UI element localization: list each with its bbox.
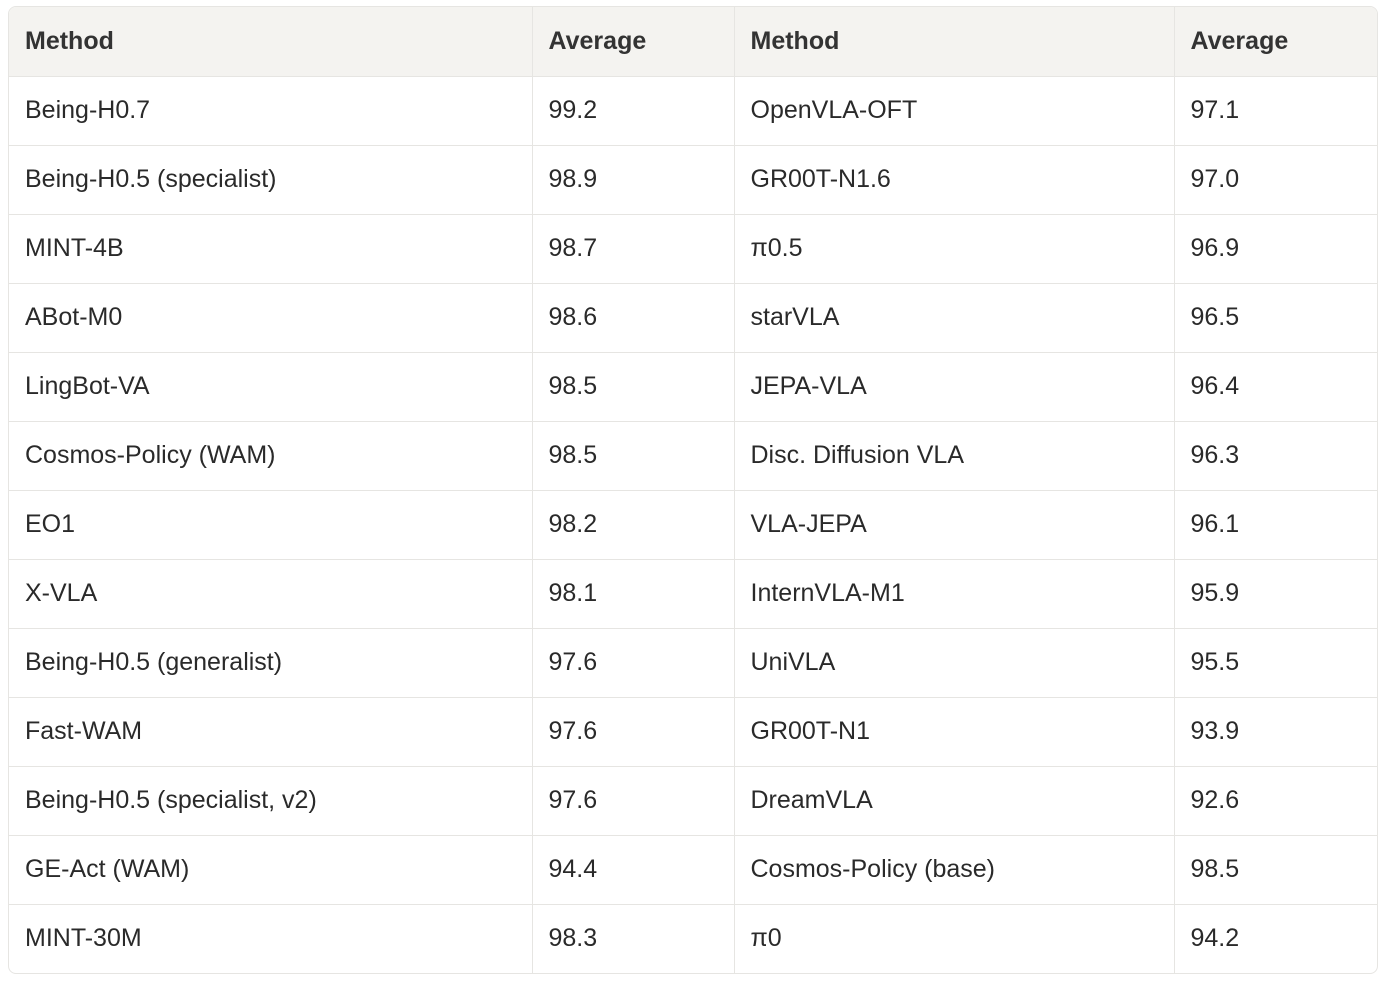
average-cell: 96.3 bbox=[1174, 421, 1377, 491]
average-cell: 94.2 bbox=[1190, 924, 1240, 953]
method-cell: OpenVLA-OFT bbox=[734, 76, 1175, 146]
table-row: Being-H0.5 (generalist) 97.6 UniVLA 95.5 bbox=[9, 628, 1377, 698]
average-cell: 98.5 bbox=[1174, 835, 1377, 905]
table-row: ABot-M0 98.6 starVLA 96.5 bbox=[9, 283, 1377, 353]
table-row: Fast-WAM 97.6 GR00T-N1 93.9 bbox=[9, 697, 1377, 767]
method-cell: EO1 bbox=[9, 490, 533, 560]
table-row: MINT-30M 98.3 π0 94.2 bbox=[9, 904, 1377, 973]
column-header: Method bbox=[9, 7, 533, 77]
method-cell: GR00T-N1.6 bbox=[734, 145, 1175, 215]
average-cell: 97.0 bbox=[1174, 145, 1377, 215]
method-cell: MINT-4B bbox=[9, 214, 533, 284]
method-cell: Disc. Diffusion VLA bbox=[734, 421, 1175, 491]
average-cell: 96.1 bbox=[1174, 490, 1377, 560]
average-cell: 98.9 bbox=[532, 145, 735, 215]
table-row: Being-H0.5 (specialist, v2) 97.6 DreamVLA 9… bbox=[9, 766, 1377, 836]
method-cell: π0.5 bbox=[734, 214, 1175, 284]
average-cell: 96.9 bbox=[1174, 214, 1377, 284]
average-cell: 98.5 bbox=[532, 421, 735, 491]
average-cell: 95.9 bbox=[1174, 559, 1377, 629]
table-row: MINT-4B 98.7 π0.5 96.9 bbox=[9, 214, 1377, 284]
average-cell: 94.4 bbox=[532, 835, 735, 905]
method-cell: Being-H0.5 (specialist, v2) bbox=[9, 766, 533, 836]
column-header: Method bbox=[734, 7, 1175, 77]
column-header: Average bbox=[532, 7, 735, 77]
results-table: Method Average Method Average Being-H0.7 99.… bbox=[9, 7, 1377, 973]
column-header: Average bbox=[1174, 7, 1377, 77]
table-row: Being-H0.7 99.2 OpenVLA-OFT 97.1 bbox=[9, 76, 1377, 146]
average-cell: 93.9 bbox=[1174, 697, 1377, 767]
average-cell: 96.4 bbox=[1174, 352, 1377, 422]
table-row: EO1 98.2 VLA-JEPA 96.1 bbox=[9, 490, 1377, 560]
method-cell: Being-H0.5 (specialist) bbox=[9, 145, 533, 215]
average-cell: 98.1 bbox=[532, 559, 735, 629]
header-row: Method Average Method Average bbox=[9, 7, 1377, 77]
average-cell: 98.3 bbox=[532, 904, 735, 973]
method-cell: starVLA bbox=[734, 283, 1175, 353]
method-cell: LingBot-VA bbox=[9, 352, 533, 422]
average-cell: 92.6 bbox=[1174, 766, 1377, 836]
table-body: Being-H0.7 99.2 OpenVLA-OFT 97.1 Being-H0.5 … bbox=[9, 76, 1377, 973]
method-cell: X-VLA bbox=[9, 559, 533, 629]
table-row: Being-H0.5 (specialist) 98.9 GR00T-N1.6 97.… bbox=[9, 145, 1377, 215]
method-cell: JEPA-VLA bbox=[734, 352, 1175, 422]
method-cell: π0 bbox=[734, 904, 1175, 973]
average-cell: 97.1 bbox=[1174, 76, 1377, 146]
average-cell: 98.7 bbox=[532, 214, 735, 284]
average-cell: 99.2 bbox=[532, 76, 735, 146]
method-cell: ABot-M0 bbox=[9, 283, 533, 353]
method-cell: DreamVLA bbox=[734, 766, 1175, 836]
method-cell: VLA-JEPA bbox=[734, 490, 1175, 560]
average-cell: 98.2 bbox=[532, 490, 735, 560]
average-cell: 97.6 bbox=[532, 766, 735, 836]
table-row: GE-Act (WAM) 94.4 Cosmos-Policy (base) 98.5 bbox=[9, 835, 1377, 905]
method-cell: Fast-WAM bbox=[9, 697, 533, 767]
average-cell: 97.6 bbox=[532, 697, 735, 767]
average-cell: 96.5 bbox=[1174, 283, 1377, 353]
average-cell: 98.6 bbox=[532, 283, 735, 353]
table-row: LingBot-VA 98.5 JEPA-VLA 96.4 bbox=[9, 352, 1377, 422]
table-row: Cosmos-Policy (WAM) 98.5 Disc. Diffusion V… bbox=[9, 421, 1377, 491]
method-cell: MINT-30M bbox=[9, 904, 533, 973]
method-cell: InternVLA-M1 bbox=[734, 559, 1175, 629]
table-container: Method Average Method Average Being-H0.7 99.… bbox=[8, 6, 1378, 974]
table-row: X-VLA 98.1 InternVLA-M1 95.9 bbox=[9, 559, 1377, 629]
method-cell: Cosmos-Policy (WAM) bbox=[9, 421, 533, 491]
method-cell: GE-Act (WAM) bbox=[9, 835, 533, 905]
method-cell: Being-H0.5 (generalist) bbox=[9, 628, 533, 698]
method-cell: Cosmos-Policy (base) bbox=[734, 835, 1175, 905]
average-cell: 98.5 bbox=[532, 352, 735, 422]
method-cell: Being-H0.7 bbox=[9, 76, 533, 146]
average-cell: 95.5 bbox=[1174, 628, 1377, 698]
method-cell: UniVLA bbox=[734, 628, 1175, 698]
average-cell: 97.6 bbox=[532, 628, 735, 698]
method-cell: GR00T-N1 bbox=[734, 697, 1175, 767]
